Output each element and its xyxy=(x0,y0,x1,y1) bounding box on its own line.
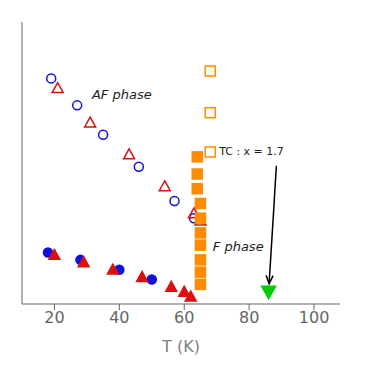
svg-text:80: 80 xyxy=(239,308,259,327)
svg-text:40: 40 xyxy=(109,308,129,327)
svg-text:20: 20 xyxy=(44,308,64,327)
svg-text:100: 100 xyxy=(299,308,330,327)
svg-text:F phase: F phase xyxy=(213,239,264,254)
svg-text:TC : x = 1.7: TC : x = 1.7 xyxy=(218,145,284,158)
svg-text:60: 60 xyxy=(174,308,194,327)
svg-text:T (K): T (K) xyxy=(161,337,200,356)
svg-text:AF phase: AF phase xyxy=(91,87,152,102)
